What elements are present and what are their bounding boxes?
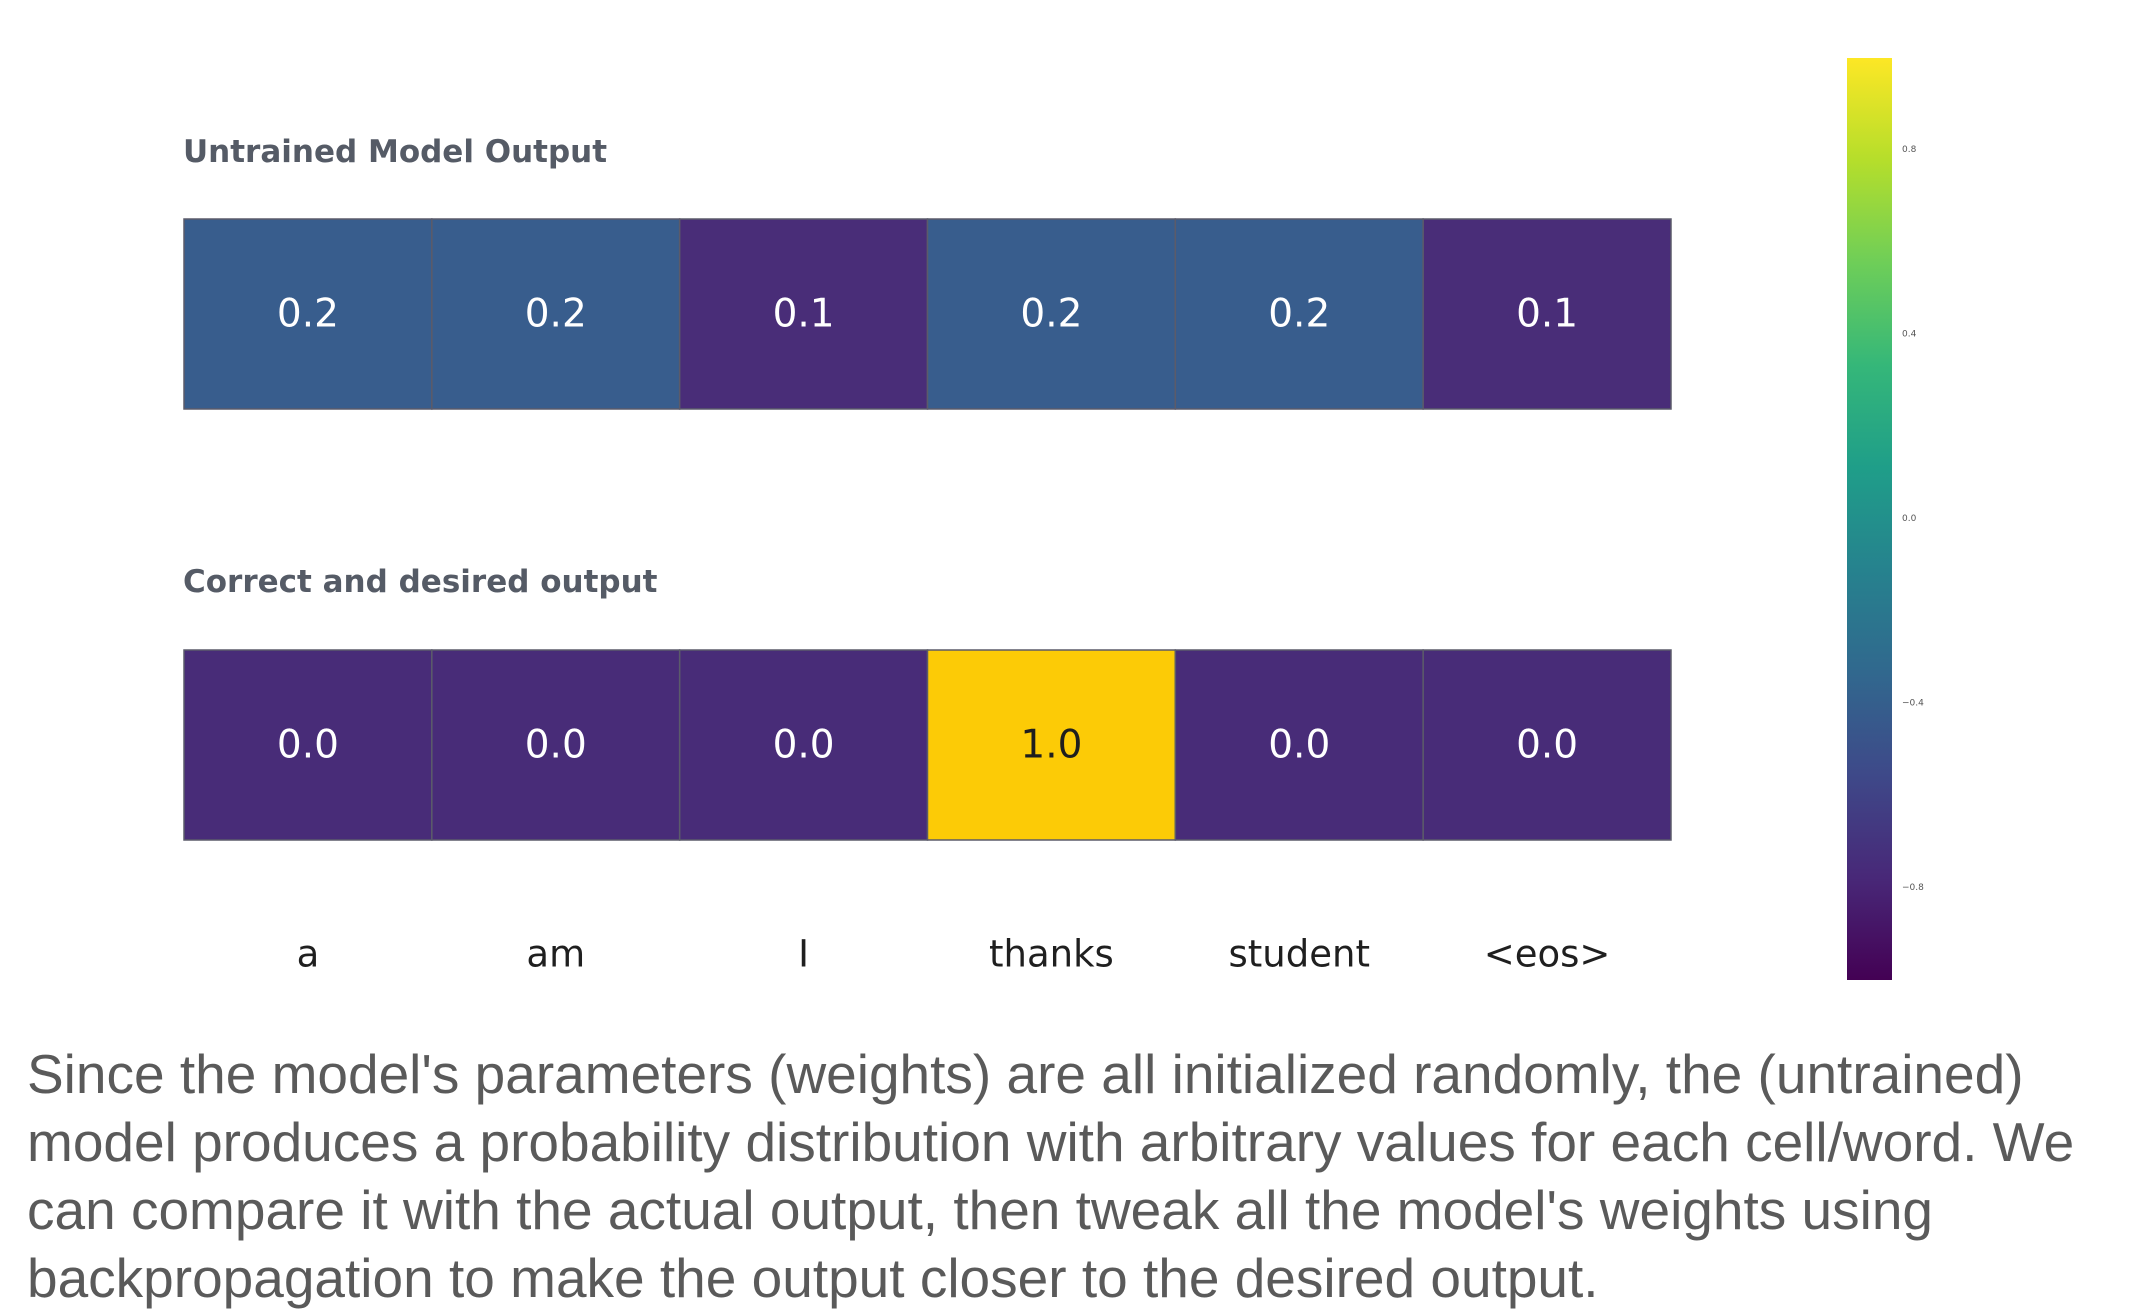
heatmap-cell (1174, 218, 1424, 410)
heatmap-cell (431, 649, 681, 841)
heatmap-cell (926, 649, 1177, 841)
cell-value-label: 0.1 (1516, 292, 1578, 337)
colorbar-tick-label: 0.4 (1902, 330, 1917, 340)
figure-caption: Since the model's parameters (weights) a… (27, 1043, 2075, 1309)
panel-title: Untrained Model Output (183, 134, 607, 170)
heatmap-cell (926, 218, 1177, 410)
category-label: <eos> (1484, 933, 1611, 976)
heatmap-cell (1422, 218, 1672, 410)
heatmap-cell (431, 218, 681, 410)
colorbar-tick-label: 0.8 (1902, 145, 1917, 155)
category-label: student (1229, 933, 1370, 976)
colorbar-tick-label: −0.4 (1902, 698, 1924, 708)
heatmap-cell (183, 218, 433, 410)
heatmap-figure: Untrained Model Output 0.2 0.2 0.1 0.2 0.2 0.1… (183, 58, 1924, 980)
heatmap-cell (678, 218, 929, 410)
heatmap-panel-2: Correct and desired output 0.0 0.0 0.0 1.0 0.… (183, 564, 1672, 841)
cell-value-label: 0.0 (1516, 723, 1578, 768)
cell-value-label: 0.0 (525, 723, 587, 768)
category-label: I (798, 933, 809, 976)
heatmap-cell (1422, 649, 1672, 841)
colorbar-tick-label: −0.8 (1902, 883, 1924, 893)
cell-value-label: 1.0 (1020, 723, 1082, 768)
heatmap-panel-1: Untrained Model Output 0.2 0.2 0.1 0.2 0.2 0.1 (183, 134, 1672, 410)
category-label: am (526, 933, 585, 976)
heatmap-cell (183, 649, 433, 841)
cell-value-label: 0.0 (773, 723, 835, 768)
cell-value-label: 0.2 (525, 292, 587, 337)
cell-value-label: 0.0 (277, 723, 339, 768)
colorbar (1847, 58, 1892, 980)
category-label: thanks (989, 933, 1114, 976)
colorbar-tick-label: 0.0 (1902, 514, 1917, 524)
cell-value-label: 0.2 (1020, 292, 1082, 337)
cell-value-label: 0.2 (1268, 292, 1330, 337)
heatmap-cell (678, 649, 929, 841)
cell-value-label: 0.0 (1268, 723, 1330, 768)
panel-title: Correct and desired output (183, 564, 658, 600)
cell-value-label: 0.2 (277, 292, 339, 337)
category-label: a (297, 933, 320, 976)
cell-value-label: 0.1 (773, 292, 835, 337)
